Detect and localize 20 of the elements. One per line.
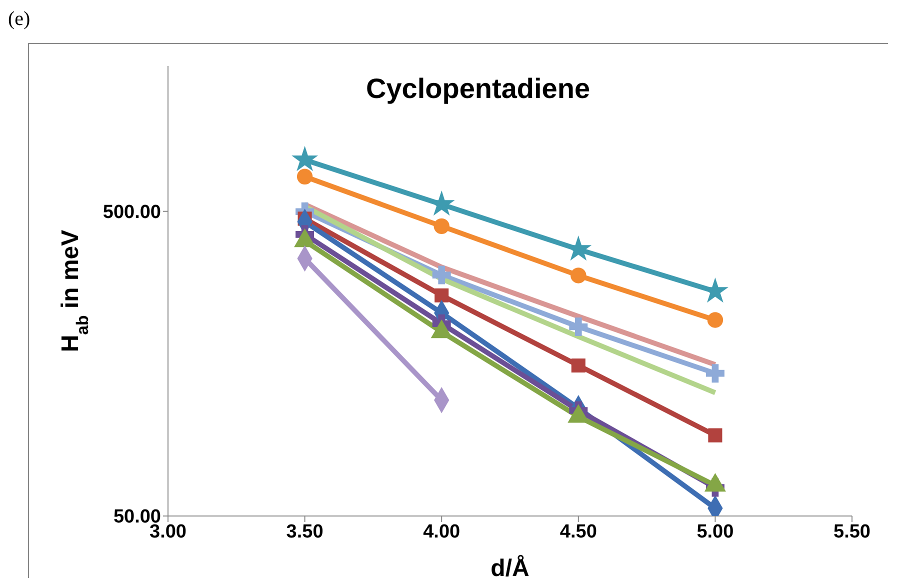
x-tick-label: 5.00	[696, 521, 734, 542]
x-tick-label: 4.50	[560, 521, 597, 542]
point	[569, 318, 588, 336]
point	[570, 268, 586, 284]
point	[432, 266, 451, 284]
point	[434, 218, 450, 234]
x-tick-label: 3.50	[286, 521, 324, 542]
x-tick-label: 5.50	[834, 521, 870, 542]
y-tick-label: 500.00	[102, 202, 161, 224]
point	[706, 364, 724, 383]
text: (e)	[8, 8, 30, 31]
x-tick-label: 4.00	[423, 521, 460, 542]
point	[571, 358, 586, 372]
point	[707, 312, 724, 328]
point	[292, 147, 318, 170]
point	[434, 288, 449, 302]
point	[708, 428, 722, 442]
chart-title: Cyclopentadiene	[366, 73, 590, 104]
x-axis-title: d/Å	[490, 554, 530, 582]
point	[296, 168, 313, 184]
